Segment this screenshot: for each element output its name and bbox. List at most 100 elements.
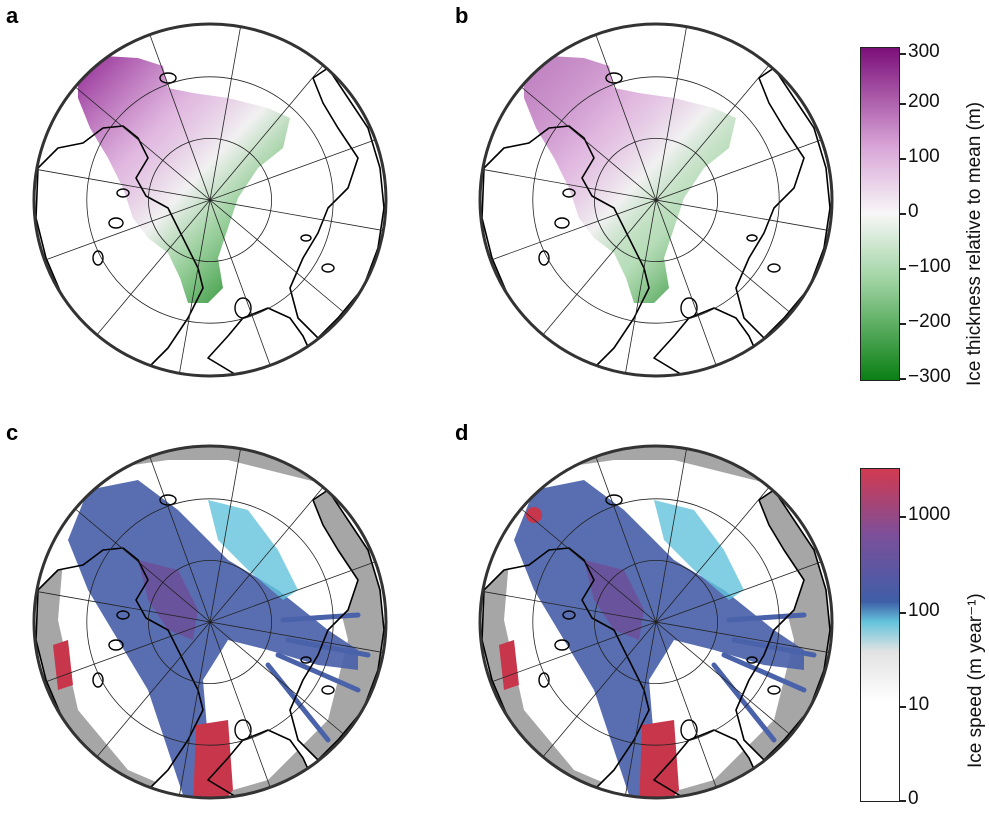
island: [300, 656, 312, 664]
latitude-circle: [532, 498, 780, 746]
island: [159, 72, 177, 84]
ice-speed-map-c: [32, 444, 388, 800]
island: [108, 639, 124, 651]
island: [234, 297, 252, 319]
island: [108, 217, 124, 229]
ice-stream: [639, 720, 679, 798]
thickness-tick-label: −200: [908, 311, 951, 332]
map-boundary: [478, 444, 834, 800]
latitude-circle: [532, 76, 780, 324]
graticule: [482, 26, 830, 374]
panel-label-b: b: [455, 3, 469, 28]
coastline: [207, 729, 314, 798]
fast-flow: [584, 560, 644, 640]
island: [562, 610, 576, 620]
speed-tick-label: 10: [908, 694, 930, 715]
speed-tick-mark: [900, 706, 906, 708]
outlet-stream: [711, 662, 777, 743]
thickness-tick-label: 0: [908, 201, 919, 222]
island: [159, 494, 177, 506]
island: [321, 263, 335, 273]
panel-label-c: c: [6, 420, 19, 445]
meridian-line: [44, 139, 376, 261]
ice-sheet: [524, 56, 736, 303]
speed-tick-label: 100: [908, 600, 940, 621]
outlet-stream: [731, 637, 817, 658]
outlet-stream: [275, 652, 361, 693]
outlet-stream: [726, 612, 807, 623]
latitude-circle: [148, 138, 272, 262]
thickness-tick-label: 300: [908, 41, 940, 62]
island: [562, 188, 576, 198]
island: [605, 494, 623, 506]
slow-flow: [208, 500, 298, 600]
ice-thickness-map-b: [478, 22, 834, 378]
coastline: [207, 307, 314, 376]
island: [321, 685, 335, 695]
island: [554, 639, 570, 651]
island: [116, 188, 130, 198]
graticule: [36, 26, 384, 374]
slow-flow: [654, 500, 744, 600]
outlet-stream: [721, 652, 807, 693]
speed-colorbar-title: Ice speed (m year⁻¹): [965, 593, 986, 768]
outlet-stream: [285, 637, 371, 658]
map-boundary: [478, 22, 834, 378]
speed-colorbar: [860, 468, 900, 802]
meridian-line: [490, 139, 822, 261]
thickness-tick-label: −100: [908, 256, 951, 277]
ice-stream: [193, 720, 233, 798]
meridian-line: [490, 561, 822, 683]
graticule: [482, 448, 830, 796]
thickness-tick-label: 200: [908, 91, 940, 112]
meridian-line: [44, 561, 376, 683]
latitude-circle: [594, 138, 718, 262]
map-boundary: [32, 444, 388, 800]
latitude-circle: [594, 560, 718, 684]
latitude-circle: [86, 76, 334, 324]
speed-tick-mark: [900, 800, 906, 802]
thickness-tick-mark: [900, 268, 906, 270]
latitude-circle: [86, 498, 334, 746]
thickness-tick-label: 100: [908, 146, 940, 167]
ice-speed-map-d: [478, 444, 834, 800]
ice-stream: [526, 507, 542, 523]
outlet-stream: [265, 662, 331, 743]
ice-thickness-map-a: [32, 22, 388, 378]
thickness-tick-mark: [900, 158, 906, 160]
fast-flow: [138, 560, 198, 640]
island: [767, 685, 781, 695]
map-boundary: [32, 22, 388, 378]
coastline: [653, 307, 760, 376]
coastline: [735, 67, 831, 339]
island: [767, 263, 781, 273]
island: [234, 719, 252, 741]
island: [300, 234, 312, 242]
thickness-tick-mark: [900, 378, 906, 380]
coastlines: [35, 67, 385, 376]
island: [116, 610, 130, 620]
island: [746, 234, 758, 242]
island: [554, 217, 570, 229]
thickness-colorbar: [860, 47, 900, 381]
coastline: [289, 489, 385, 761]
graticule: [36, 448, 384, 796]
thickness-tick-mark: [900, 103, 906, 105]
speed-tick-label: 0: [908, 788, 919, 809]
speed-tick-mark: [900, 612, 906, 614]
thickness-tick-label: −300: [908, 366, 951, 387]
speed-tick-mark: [900, 516, 906, 518]
island: [746, 656, 758, 664]
island: [680, 719, 698, 741]
coastline: [653, 729, 760, 798]
ice-sheet: [78, 56, 290, 303]
island: [680, 297, 698, 319]
latitude-circle: [148, 560, 272, 684]
speed-tick-label: 1000: [908, 504, 951, 525]
thickness-tick-mark: [900, 53, 906, 55]
thickness-colorbar-title: Ice thickness relative to mean (m): [964, 101, 985, 386]
panel-label-d: d: [455, 420, 469, 445]
coastline: [735, 489, 831, 761]
panel-label-a: a: [6, 3, 19, 28]
coastline: [289, 67, 385, 339]
